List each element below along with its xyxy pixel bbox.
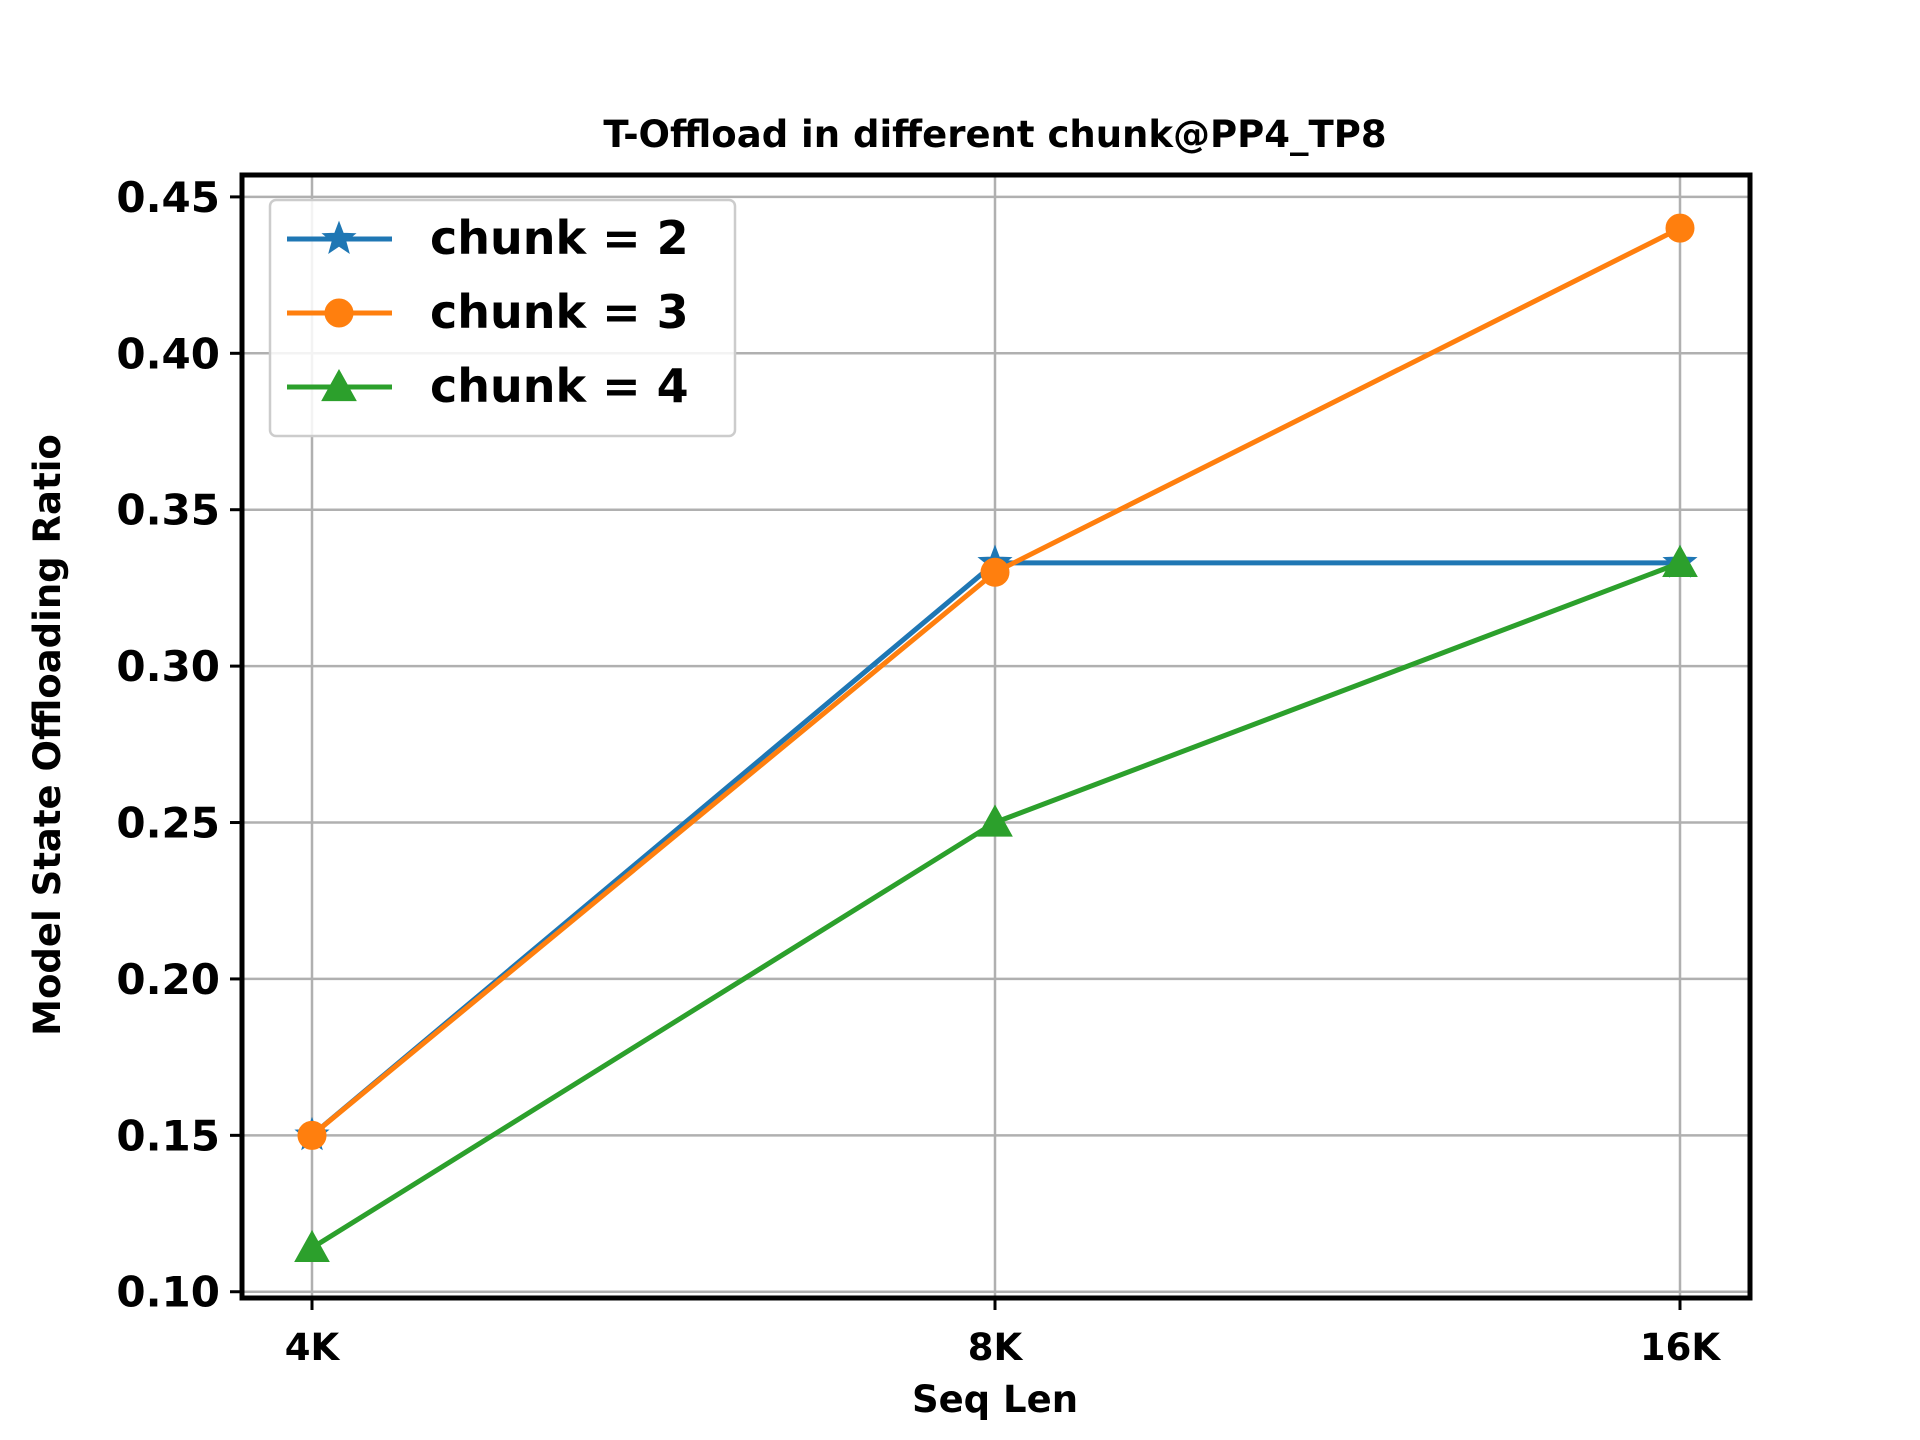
y-tick-label: 0.10 [116, 1268, 220, 1317]
y-axis-label: Model State Offloading Ratio [26, 434, 69, 1036]
y-tick-label: 0.45 [116, 173, 220, 222]
series-group [294, 213, 1698, 1263]
legend-label: chunk = 4 [430, 359, 689, 413]
legend-item: chunk = 2 [287, 211, 689, 265]
legend-item: chunk = 4 [287, 359, 689, 413]
legend-box [268, 198, 737, 438]
data-point-circle [297, 1120, 327, 1150]
legend-label: chunk = 2 [430, 211, 689, 265]
y-tick-label: 0.35 [116, 486, 220, 535]
series-2 [297, 213, 1695, 1150]
x-tick-label: 8K [968, 1326, 1024, 1369]
data-point-circle [1665, 213, 1695, 243]
y-tick-label: 0.20 [116, 955, 220, 1004]
y-tick-label: 0.15 [116, 1111, 220, 1160]
legend-item: chunk = 3 [287, 285, 689, 339]
chart-title: T-Offload in different chunk@PP4_TP8 [603, 113, 1386, 156]
x-axis-ticks: 4K 8K 16K [285, 1298, 1721, 1369]
y-tick-label: 0.25 [116, 799, 220, 848]
plot-frame [239, 172, 1753, 1301]
data-point-circle [980, 557, 1010, 587]
legend: chunk = 2 chunk = 3 chunk = 4 [268, 198, 737, 438]
data-point-triangle [977, 804, 1013, 837]
x-tick-label: 4K [285, 1326, 341, 1369]
x-tick-label: 16K [1640, 1326, 1721, 1369]
data-point-star [321, 220, 357, 254]
y-tick-label: 0.40 [116, 329, 220, 378]
legend-label: chunk = 3 [430, 285, 689, 339]
data-point-triangle [294, 1229, 330, 1263]
x-axis-label: Seq Len [912, 1378, 1078, 1421]
data-point-circle [324, 298, 354, 328]
data-point-triangle [1662, 544, 1698, 577]
y-tick-label: 0.30 [116, 642, 220, 691]
data-point-triangle [321, 368, 357, 402]
series-3 [294, 544, 1698, 1263]
